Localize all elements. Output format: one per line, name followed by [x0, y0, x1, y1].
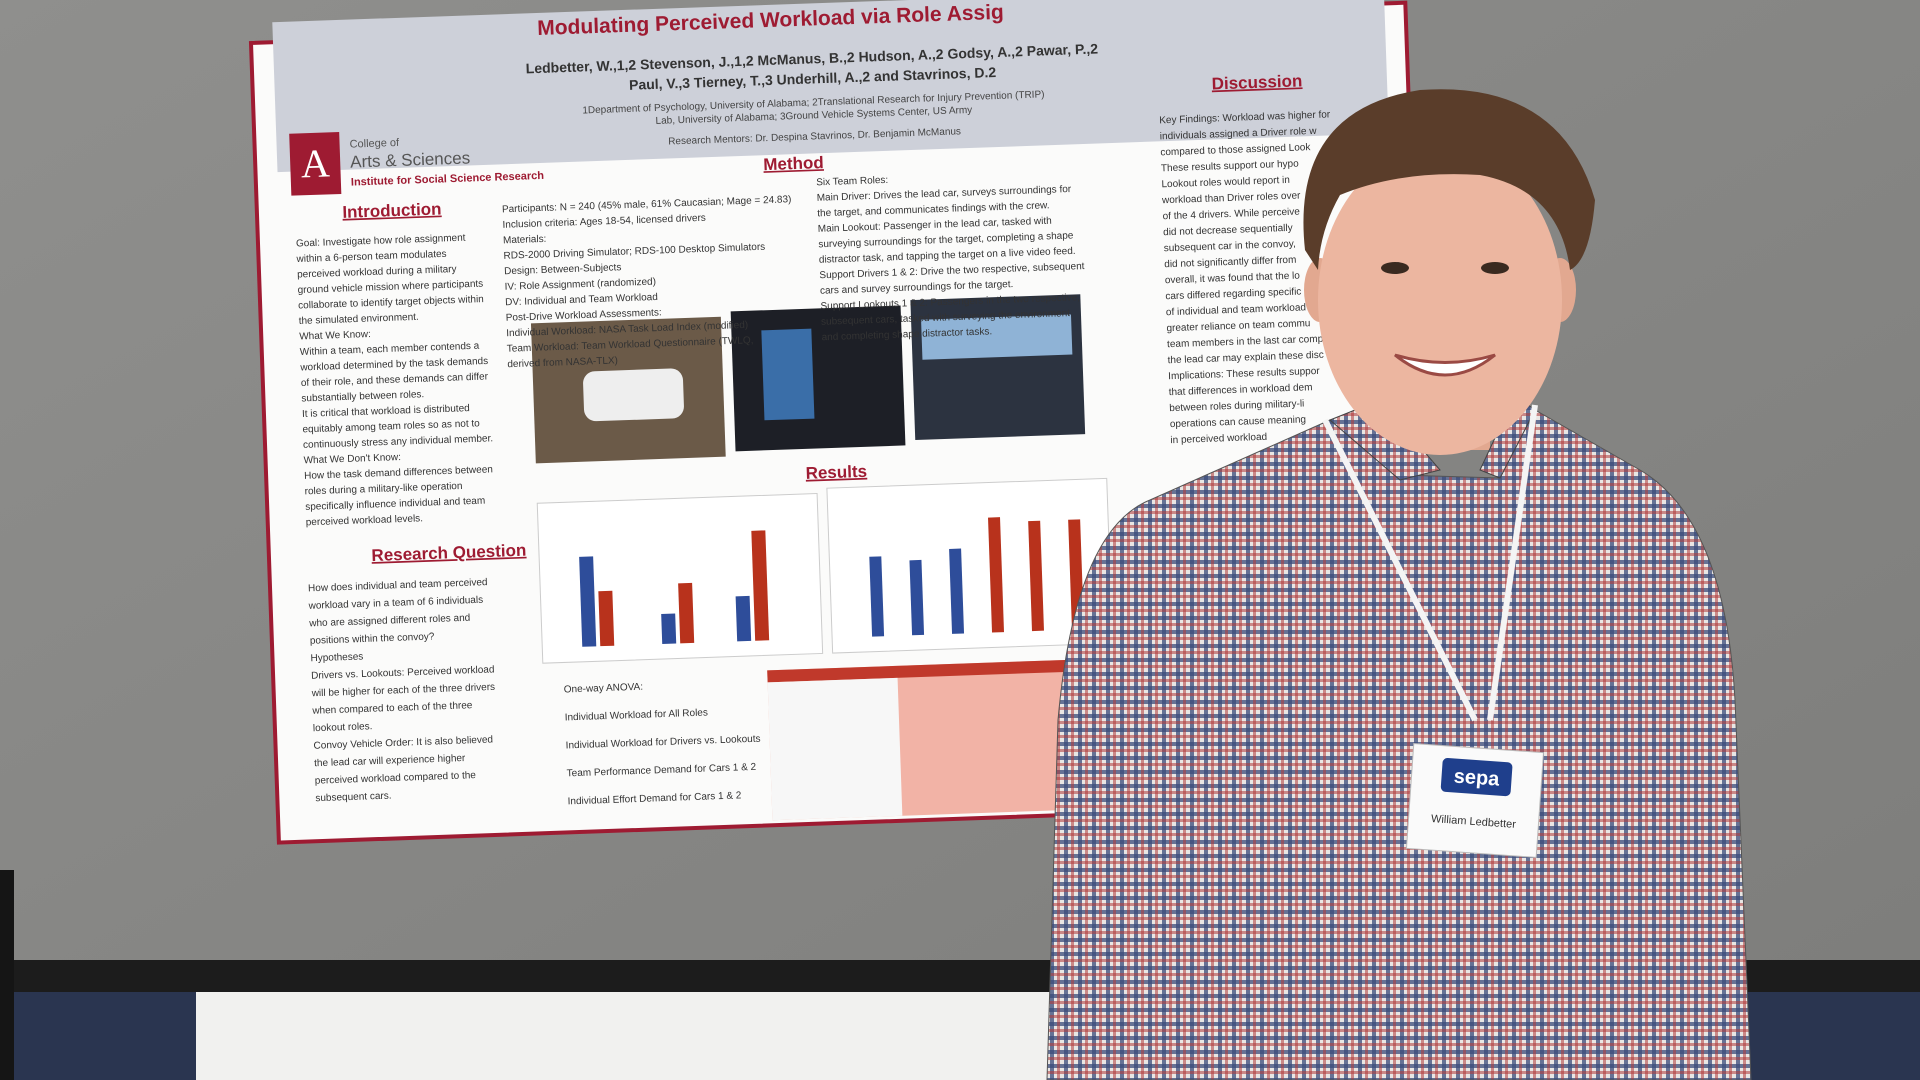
eye	[1481, 262, 1509, 274]
section-text: Individual Workload for All Roles	[565, 707, 709, 723]
logo-box	[289, 131, 342, 196]
section-text: substantially between roles.	[301, 389, 424, 404]
figure-1-bars	[579, 530, 770, 647]
bar	[735, 595, 752, 642]
section-text: did not significantly differ from	[1164, 255, 1296, 271]
section-text: Post-Drive Workload Assessments:	[506, 307, 662, 323]
results-table-header	[767, 659, 1088, 683]
photo-tablet	[761, 328, 815, 421]
section-text: the lead car will experience higher	[314, 753, 466, 769]
section-text: Implications: These results suppor	[1168, 366, 1321, 382]
bar	[579, 556, 597, 647]
section-text: What We Don't Know:	[303, 452, 401, 466]
shirt	[1046, 409, 1752, 1080]
logo-name: Arts & Sciences	[350, 148, 471, 171]
lanyard	[1322, 404, 1538, 722]
photo-screens	[921, 314, 1073, 360]
poster-header	[272, 0, 1389, 173]
section-text: of individual and team workload	[1166, 302, 1306, 318]
section-text: derived from NASA-TLX)	[507, 355, 618, 370]
section-text: IV: Role Assignment (randomized)	[504, 277, 656, 293]
logo-letter: A	[300, 140, 331, 186]
section-text: These results support our hypo	[1161, 158, 1300, 174]
logo-college: College of	[349, 137, 400, 151]
section-text: the lead car may explain these disc	[1167, 350, 1323, 366]
stand-pole	[0, 870, 14, 1080]
section-text: individuals assigned a Driver role w	[1160, 126, 1318, 142]
section-text: One-way ANOVA:	[564, 682, 644, 696]
badge-logo: sepa	[1453, 765, 1501, 790]
bar	[598, 590, 615, 647]
bar	[678, 582, 695, 644]
photo-interface	[730, 305, 906, 452]
section-text: within a 6-person team modulates	[295, 249, 446, 265]
section-text: compared to those assigned Look	[1160, 142, 1311, 158]
section-text: the simulated environment.	[299, 312, 419, 327]
section-text: between roles during military-li	[1169, 398, 1304, 414]
section-text: workload than Driver roles over	[1161, 190, 1301, 206]
section-text: in perceived workload	[1170, 432, 1267, 446]
face	[1318, 145, 1562, 455]
section-heading: Method	[763, 153, 824, 174]
section-text: Design: Between-Subjects	[504, 262, 622, 277]
hair	[1303, 89, 1595, 270]
bar	[869, 556, 885, 637]
section-text: overall, it was found that the lo	[1165, 271, 1301, 287]
bar	[949, 548, 965, 634]
person: sepa William Ledbetter	[1046, 89, 1752, 1080]
section-text: subsequent car in the convoy,	[1164, 239, 1296, 255]
eye	[1381, 262, 1409, 274]
section-text: What We Know:	[299, 329, 371, 342]
bar	[1028, 520, 1044, 632]
section-text: cars differed regarding specific	[1165, 286, 1301, 302]
section-text: DV: Individual and Team Workload	[505, 292, 658, 308]
section-text: Hypotheses	[310, 651, 363, 664]
section-text: subsequent cars.	[315, 791, 392, 805]
section-heading: Results	[805, 462, 867, 483]
section-heading: Introduction	[342, 199, 442, 221]
bar	[909, 559, 925, 636]
section-text: perceived workload levels.	[306, 513, 424, 528]
section-text: Materials:	[503, 234, 547, 247]
bar	[661, 613, 677, 645]
results-table-labels	[767, 677, 903, 821]
section-text: did not decrease sequentially	[1163, 223, 1293, 239]
figure-2-bars	[869, 517, 1084, 637]
section-text: positions within the convoy?	[310, 631, 435, 646]
bar	[751, 530, 770, 641]
badge-logo-box	[1440, 757, 1513, 797]
section-text: Six Team Roles:	[816, 175, 888, 189]
photo-car-vehicle	[583, 368, 684, 422]
bar	[988, 517, 1005, 633]
section-text: of the 4 drivers. While perceive	[1162, 206, 1300, 222]
smile	[1394, 353, 1496, 377]
section-text: operations can cause meaning	[1170, 414, 1307, 430]
section-text: that differences in workload dem	[1169, 382, 1313, 398]
section-text: Lookout roles would report in	[1161, 175, 1290, 190]
section-heading: Discussion	[1211, 71, 1302, 93]
section-text: lookout roles.	[313, 721, 373, 734]
section-text: team members in the last car comp	[1167, 334, 1324, 350]
badge-name: William Ledbetter	[1431, 813, 1517, 831]
section-text: greater reliance on team commu	[1166, 318, 1310, 334]
